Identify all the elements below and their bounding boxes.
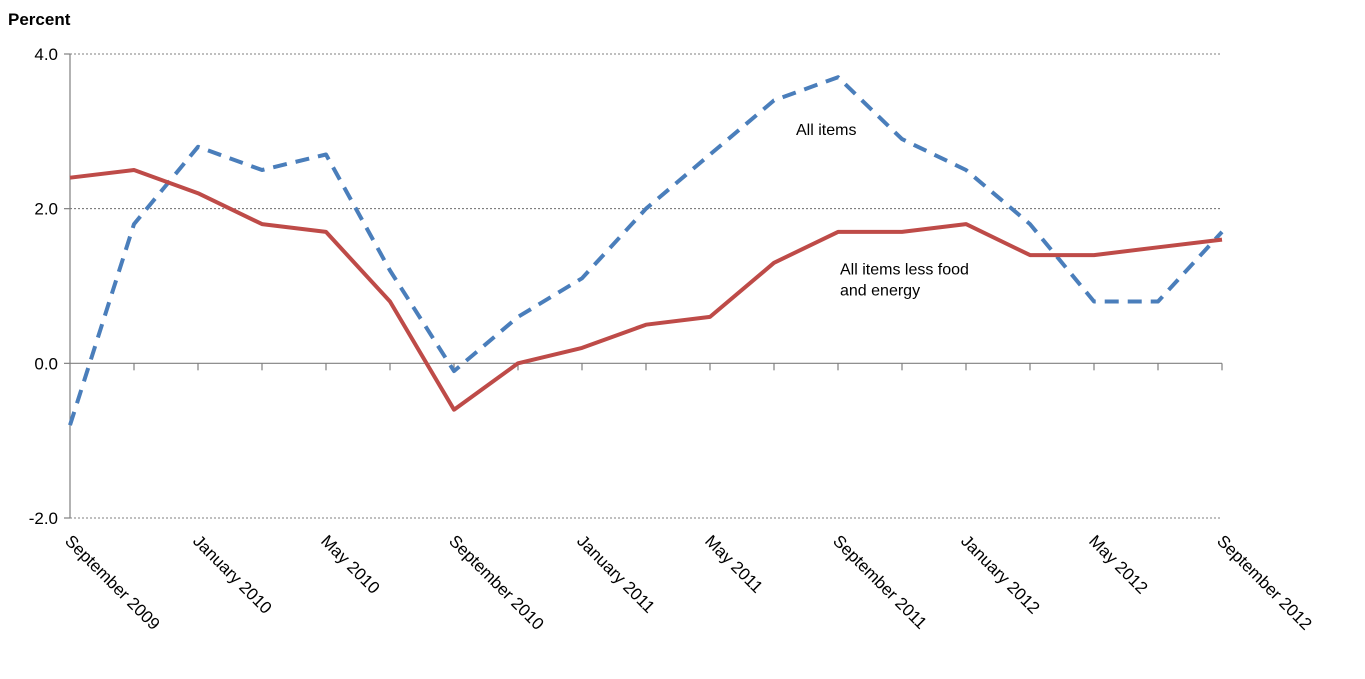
- annotations: All items All items less food and energy: [796, 122, 969, 299]
- annotation-text: and energy: [840, 282, 920, 299]
- series-lines: [68, 75, 1224, 426]
- x-tick-label: January 2011: [573, 531, 658, 616]
- gridlines: [70, 53, 1222, 519]
- y-tick-label: 0.0: [34, 354, 58, 373]
- y-tick-labels: 4.0 2.0 0.0 -2.0: [29, 45, 58, 528]
- x-tick-label: January 2012: [957, 531, 1043, 617]
- x-tick-label: May 2012: [1085, 531, 1151, 597]
- x-tick-label: September 2012: [1213, 531, 1315, 633]
- axes: [64, 53, 1223, 519]
- x-tick-label: May 2010: [317, 531, 383, 597]
- series-line: [68, 75, 1224, 426]
- annotation-text: All items: [796, 122, 856, 139]
- y-axis-title: Percent: [8, 10, 71, 29]
- x-tick-label: September 2011: [829, 531, 930, 632]
- x-tick-label: September 2010: [445, 531, 547, 633]
- x-tick-label: January 2010: [189, 531, 275, 617]
- x-tick-labels: September 2009 January 2010 May 2010 Septem…: [61, 531, 1315, 633]
- y-tick-label: 4.0: [34, 45, 58, 64]
- x-tick-label: May 2011: [701, 531, 766, 596]
- annotation-text: All items less food: [840, 261, 969, 278]
- y-tick-label: 2.0: [34, 200, 58, 219]
- y-tick-label: -2.0: [29, 509, 58, 528]
- x-tick-label: September 2009: [61, 531, 163, 633]
- series-line: [69, 168, 1223, 412]
